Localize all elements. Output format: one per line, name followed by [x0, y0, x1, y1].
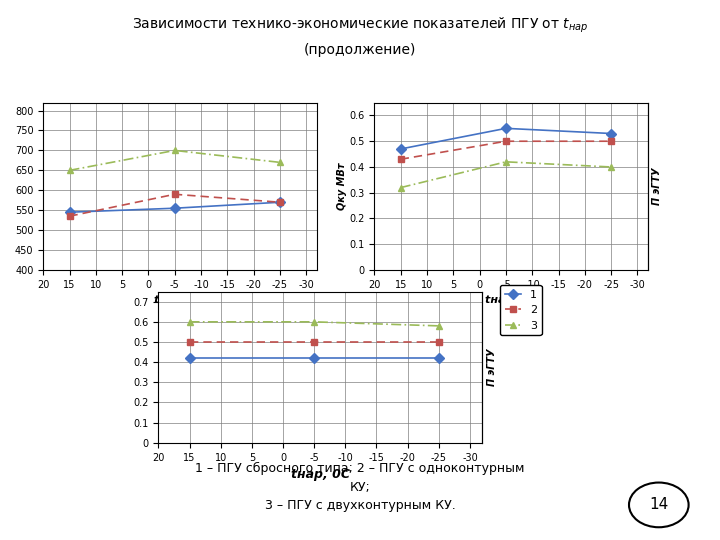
Text: 14: 14 [649, 497, 668, 512]
Text: 1 – ПГУ сбросного типа; 2 – ПГУ с одноконтурным: 1 – ПГУ сбросного типа; 2 – ПГУ с одноко… [195, 462, 525, 475]
X-axis label: tнар, 0С: tнар, 0С [291, 468, 350, 481]
Text: КУ;: КУ; [350, 481, 370, 494]
X-axis label: tнар, 0С: tнар, 0С [154, 295, 206, 305]
Y-axis label: Qку МВт: Qку МВт [336, 163, 346, 210]
Text: 3 – ПГУ с двухконтурным КУ.: 3 – ПГУ с двухконтурным КУ. [265, 500, 455, 512]
Y-axis label: П эГТУ: П эГТУ [487, 348, 497, 386]
Text: (продолжение): (продолжение) [304, 43, 416, 57]
X-axis label: tнар, 0С: tнар, 0С [485, 295, 537, 305]
Text: Зависимости технико-экономические показателей ПГУ от $t$$_{нар}$: Зависимости технико-экономические показа… [132, 16, 588, 35]
Legend: 1, 2, 3: 1, 2, 3 [500, 285, 541, 335]
Y-axis label: П эГТУ: П эГТУ [652, 167, 662, 205]
